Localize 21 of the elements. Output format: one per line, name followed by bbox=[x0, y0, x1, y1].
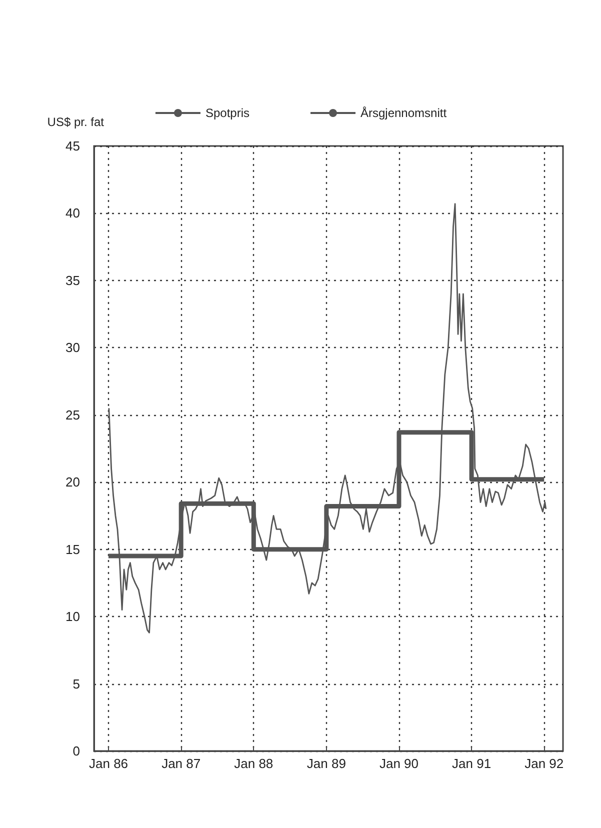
y-tick-label: 0 bbox=[72, 744, 80, 758]
x-tick-label: Jan 86 bbox=[88, 756, 128, 771]
y-tick-label: 30 bbox=[66, 340, 80, 356]
x-tick-label: Jan 88 bbox=[234, 756, 274, 771]
legend-label: Årsgjennomsnitt bbox=[360, 106, 448, 120]
y-tick-label: 10 bbox=[66, 609, 80, 624]
line-series bbox=[108, 203, 547, 634]
y-tick-label: 35 bbox=[66, 272, 80, 288]
y-tick-label: 5 bbox=[72, 676, 80, 692]
y-tick-label: 45 bbox=[66, 138, 80, 154]
x-tick-label: Jan 87 bbox=[162, 756, 201, 771]
y-tick-label: 25 bbox=[66, 407, 80, 422]
y-tick-label: 20 bbox=[66, 474, 80, 490]
x-tick-label: Jan 92 bbox=[524, 756, 564, 771]
x-tick-label: Jan 90 bbox=[379, 756, 419, 771]
legend-label: Spotpris bbox=[205, 106, 250, 120]
x-tick-label: Jan 91 bbox=[452, 756, 492, 771]
y-tick-label: 15 bbox=[66, 542, 80, 557]
y-axis-title: US$ pr. fat bbox=[47, 115, 105, 129]
x-tick-label: Jan 89 bbox=[306, 756, 346, 771]
y-tick-label: 40 bbox=[66, 206, 80, 221]
